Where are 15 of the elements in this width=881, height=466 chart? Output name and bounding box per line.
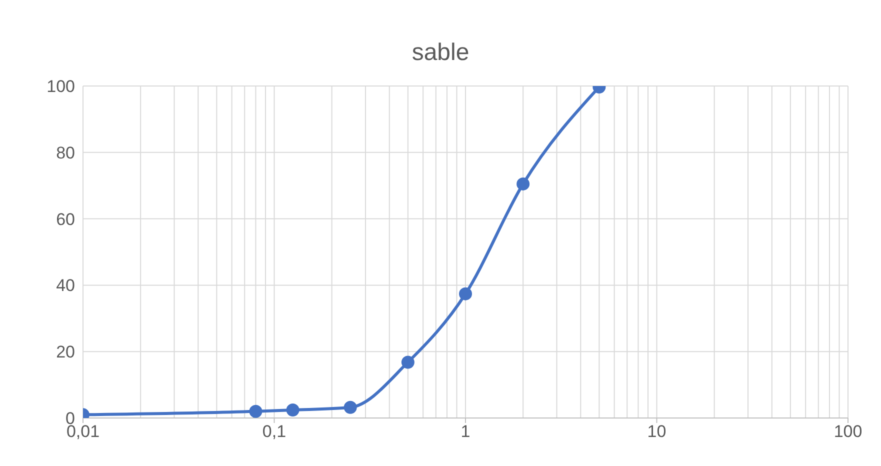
y-tick-label: 20 xyxy=(56,342,75,362)
point xyxy=(459,287,472,300)
point xyxy=(344,400,357,414)
y-tick-label: 60 xyxy=(56,210,75,229)
x-tick-label: 10 xyxy=(647,422,666,442)
x-tick-label: 100 xyxy=(834,422,862,442)
y-tick-label: 40 xyxy=(56,276,75,296)
point xyxy=(516,177,530,190)
y-tick-label: 100 xyxy=(46,77,75,96)
chart-title: sable xyxy=(410,38,470,68)
x-tick-label: 0,1 xyxy=(262,422,286,442)
point xyxy=(286,404,300,417)
point xyxy=(401,356,414,369)
y-tick-label: 80 xyxy=(56,143,75,162)
x-tick-label: 1 xyxy=(460,422,470,442)
